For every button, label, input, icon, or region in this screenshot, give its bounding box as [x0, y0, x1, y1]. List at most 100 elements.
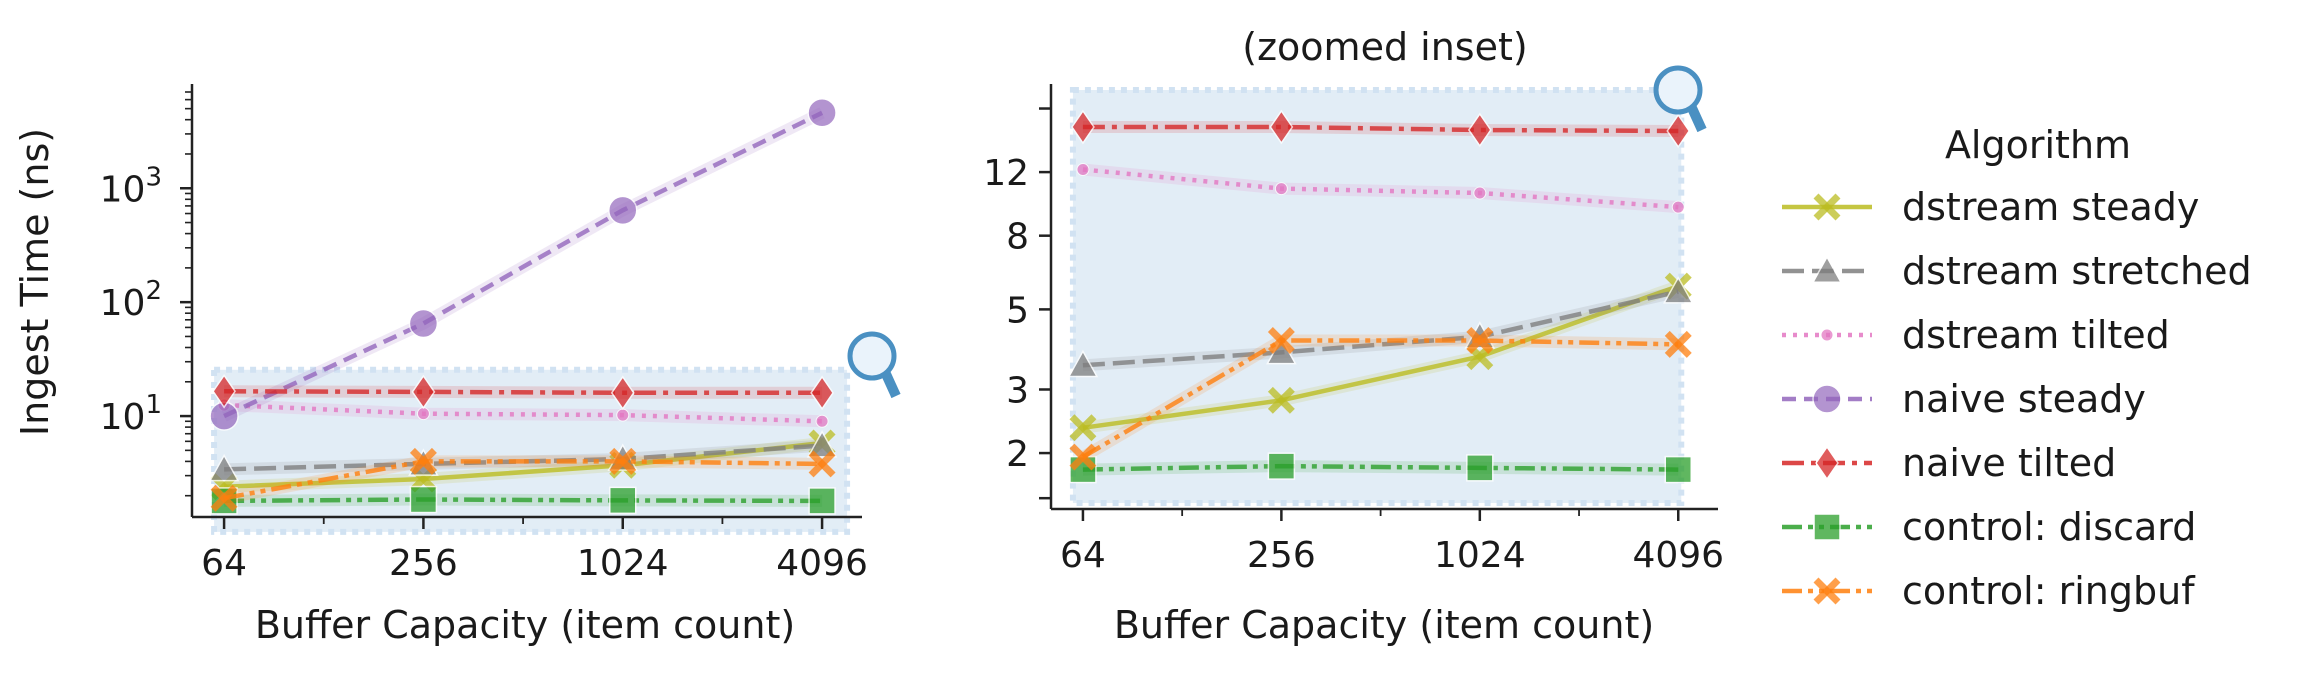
right-axes	[1039, 84, 1718, 521]
right-panel: 64 256 1024 4096 2 3 5 8 12 (zoomed inset) Buffe…	[983, 25, 1724, 647]
right-y-tick-label-5: 5	[1006, 290, 1029, 331]
right-y-tick-label-8: 8	[1006, 217, 1029, 258]
legend-item-naive-tilted: naive tilted	[1782, 441, 2116, 485]
left-point-naive-steady-1024	[607, 195, 638, 226]
right-point-dstream-tilted-64	[1076, 163, 1090, 177]
left-series-naive-steady	[209, 98, 837, 431]
right-line-control-discard	[1082, 463, 1679, 472]
right-x-tick-label-64: 64	[1060, 535, 1106, 576]
left-point-dstream-tilted-4096	[815, 414, 829, 428]
left-x-tick-label-256: 256	[389, 543, 458, 584]
left-point-dstream-stretched-64	[208, 453, 240, 482]
left-point-naive-tilted-64	[212, 373, 236, 409]
left-x-tick-label-1024: 1024	[577, 543, 669, 584]
legend-marker-dstream-stretched	[1811, 255, 1843, 283]
right-point-control-ringbuf-256-b	[1267, 327, 1295, 354]
left-line-dstream-stretched	[224, 443, 823, 472]
right-point-control-ringbuf-4096-b	[1664, 330, 1692, 358]
right-line-dstream-tilted	[1082, 167, 1679, 210]
left-line-dstream-tilted	[224, 402, 823, 424]
right-series-naive-tilted	[1071, 109, 1691, 149]
left-line-control-discard	[224, 497, 823, 504]
right-x-tick-label-4096: 4096	[1632, 535, 1724, 576]
magnifier-handle	[1687, 105, 1707, 133]
right-point-naive-tilted-64	[1071, 109, 1095, 145]
legend-marker-control-discard	[1813, 513, 1841, 541]
left-y-tick-label-10: 101	[100, 390, 162, 438]
right-point-control-discard-4096	[1664, 455, 1693, 484]
legend-item-naive-steady: naive steady	[1782, 377, 2146, 421]
legend-item-dstream-stretched: dstream stretched	[1782, 249, 2252, 293]
left-x-tick-label-4096: 4096	[776, 543, 868, 584]
left-point-control-ringbuf-1024-b	[609, 447, 637, 475]
right-tick-layer: 64 256 1024 4096 2 3 5 8 12	[983, 153, 1724, 576]
right-x-tick-label-1024: 1024	[1434, 535, 1526, 576]
right-line-control-ringbuf	[1081, 338, 1679, 459]
legend-marker-dstream-steady-b	[1813, 193, 1841, 221]
left-y-axis-label: Ingest Time (ns)	[13, 128, 57, 436]
legend-label-control-ringbuf: control: ringbuf	[1902, 569, 2196, 613]
legend-marker-naive-steady	[1812, 384, 1842, 414]
legend-label-control-discard: control: discard	[1902, 505, 2196, 549]
left-tick-layer: 64 256 1024 4096 101 102 103	[100, 162, 868, 584]
left-line-naive-steady	[223, 110, 824, 419]
left-line-control-ringbuf	[223, 459, 823, 501]
magnifier-lens	[847, 331, 897, 381]
legend-label-dstream-stretched: dstream stretched	[1902, 249, 2252, 293]
right-panel-title: (zoomed inset)	[1242, 25, 1527, 69]
right-point-dstream-steady-64-b	[1069, 414, 1097, 442]
left-point-naive-steady-4096	[807, 98, 837, 128]
magnifier-lens	[1653, 65, 1703, 115]
magnifier-icon	[1653, 65, 1707, 133]
legend-item-control-ringbuf: control: ringbuf	[1782, 569, 2196, 613]
right-point-dstream-tilted-4096	[1671, 200, 1685, 214]
magnifier-icon	[847, 331, 901, 399]
right-inset-rect	[1069, 87, 1685, 506]
right-series-dstream-tilted	[1076, 163, 1685, 214]
right-y-tick-label-2: 2	[1006, 434, 1029, 475]
right-x-axis-label: Buffer Capacity (item count)	[1114, 603, 1654, 647]
right-inset-region	[1069, 87, 1685, 506]
right-point-control-discard-256	[1267, 452, 1296, 480]
legend-label-naive-steady: naive steady	[1902, 377, 2146, 421]
right-y-tick-label-3: 3	[1006, 370, 1029, 411]
right-point-dstream-tilted-256	[1274, 182, 1288, 196]
left-point-naive-tilted-1024	[610, 375, 635, 411]
legend-title: Algorithm	[1945, 123, 2131, 167]
legend-item-dstream-tilted: dstream tilted	[1782, 313, 2170, 357]
left-y-tick-label-100: 102	[100, 276, 162, 324]
right-line-naive-tilted	[1082, 124, 1679, 134]
left-point-control-discard-4096	[808, 487, 836, 515]
right-point-naive-tilted-1024	[1467, 112, 1492, 148]
right-point-dstream-stretched-64	[1067, 349, 1099, 378]
left-x-tick-label-64: 64	[201, 543, 247, 584]
right-series-layer	[1067, 109, 1694, 484]
legend-label-dstream-tilted: dstream tilted	[1902, 313, 2170, 357]
right-x-tick-label-256: 256	[1247, 535, 1316, 576]
left-point-control-ringbuf-256-b	[409, 447, 437, 475]
left-series-control-ringbuf	[210, 447, 836, 512]
left-series-dstream-tilted	[217, 398, 829, 428]
right-point-naive-tilted-4096	[1666, 113, 1691, 149]
legend-marker-dstream-tilted	[1820, 328, 1834, 342]
right-point-naive-tilted-256	[1269, 109, 1294, 145]
legend: Algorithm dstream steady dstream stretche…	[1782, 123, 2252, 613]
left-line-naive-tilted	[224, 389, 823, 396]
left-series-control-discard	[210, 485, 836, 515]
left-x-axis-label: Buffer Capacity (item count)	[255, 603, 795, 647]
left-point-naive-tilted-4096	[810, 375, 834, 411]
legend-item-control-discard: control: discard	[1782, 505, 2196, 549]
left-point-dstream-stretched-4096	[806, 430, 838, 458]
left-point-naive-tilted-256	[411, 374, 436, 410]
right-series-control-ringbuf	[1069, 327, 1692, 471]
legend-label-naive-tilted: naive tilted	[1902, 441, 2116, 485]
left-series-naive-tilted	[212, 373, 834, 411]
left-point-control-discard-1024	[608, 486, 637, 515]
left-point-control-discard-256	[409, 485, 438, 514]
left-y-tick-label-1000: 103	[100, 162, 162, 210]
right-point-control-discard-1024	[1466, 454, 1494, 482]
left-series-layer	[208, 98, 838, 515]
